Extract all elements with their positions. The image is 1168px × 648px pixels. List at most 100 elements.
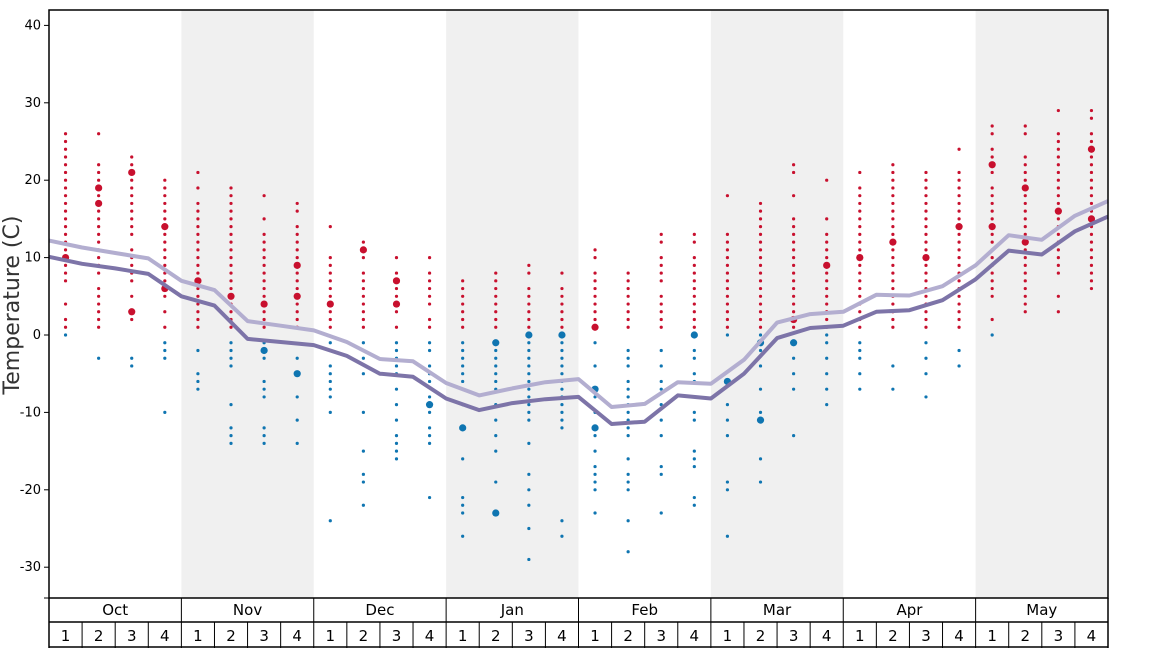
cold-point xyxy=(560,387,564,391)
cold-point xyxy=(461,348,465,353)
warm-point xyxy=(427,271,432,275)
warm-point xyxy=(758,256,763,260)
cold-point xyxy=(725,333,730,337)
warm-point xyxy=(494,302,498,306)
warm-point xyxy=(957,178,961,182)
cold-point xyxy=(527,395,531,399)
warm-point xyxy=(361,317,365,322)
cold-point-large xyxy=(492,509,500,517)
warm-point xyxy=(1089,139,1094,144)
warm-point xyxy=(361,271,365,275)
warm-point xyxy=(163,279,167,283)
warm-point xyxy=(196,294,200,298)
warm-point xyxy=(196,271,200,275)
warm-point xyxy=(725,302,730,306)
cold-point xyxy=(560,364,564,368)
warm-point xyxy=(560,302,564,306)
week-label: 1 xyxy=(987,627,997,645)
warm-point xyxy=(725,294,730,298)
warm-point xyxy=(659,232,663,236)
warm-point xyxy=(1056,139,1060,144)
cold-point xyxy=(394,403,399,407)
warm-point xyxy=(229,248,233,252)
warm-point xyxy=(858,186,862,190)
warm-point xyxy=(229,225,233,229)
warm-point xyxy=(692,279,696,283)
warm-point-large xyxy=(227,292,235,300)
warm-point xyxy=(792,163,796,167)
cold-point xyxy=(328,364,332,368)
cold-point xyxy=(692,356,696,360)
warm-point xyxy=(1023,225,1027,229)
warm-point xyxy=(63,248,68,252)
warm-point xyxy=(725,248,730,252)
warm-point xyxy=(494,317,498,322)
cold-point xyxy=(163,356,167,360)
warm-point-large xyxy=(591,323,599,331)
cold-point xyxy=(527,441,531,445)
cold-point xyxy=(593,511,597,515)
warm-point xyxy=(163,194,167,198)
warm-point xyxy=(1023,170,1027,175)
warm-point xyxy=(1056,263,1060,267)
cold-point xyxy=(361,503,365,507)
cold-point xyxy=(295,441,299,445)
week-label: 2 xyxy=(756,627,766,645)
warm-point xyxy=(825,248,829,252)
warm-point xyxy=(792,232,796,236)
cold-point xyxy=(461,511,465,515)
warm-point xyxy=(659,271,663,275)
warm-point-large xyxy=(194,277,202,285)
cold-point xyxy=(659,434,663,438)
cold-point xyxy=(229,434,233,438)
cold-point xyxy=(924,356,928,360)
warm-point xyxy=(825,217,829,221)
cold-point xyxy=(229,348,233,353)
warm-point xyxy=(1023,132,1027,136)
warm-point xyxy=(1089,279,1094,283)
cold-point xyxy=(130,364,134,368)
warm-point xyxy=(891,232,895,236)
warm-point xyxy=(494,294,498,298)
warm-point xyxy=(1023,194,1027,198)
cold-point xyxy=(527,557,531,562)
y-axis: 40 30 20 10 0 -10 -20 -30 xyxy=(20,18,49,599)
warm-point xyxy=(1023,155,1027,159)
warm-point xyxy=(229,186,233,190)
warm-point xyxy=(560,286,564,291)
warm-point xyxy=(1023,209,1027,213)
warm-point xyxy=(328,286,332,291)
warm-point xyxy=(725,256,730,260)
warm-point xyxy=(758,248,763,252)
cold-point xyxy=(361,356,365,360)
cold-point xyxy=(792,356,796,360)
warm-point xyxy=(1056,178,1060,182)
cold-point xyxy=(427,441,432,445)
warm-point xyxy=(825,317,829,322)
cold-point xyxy=(626,348,630,353)
warm-point xyxy=(1089,256,1094,260)
warm-point xyxy=(394,294,399,298)
warm-point xyxy=(858,240,862,244)
warm-point xyxy=(891,170,895,175)
warm-point xyxy=(957,263,961,267)
cold-point xyxy=(262,395,266,399)
warm-point xyxy=(957,317,961,322)
warm-point xyxy=(361,256,365,260)
warm-point xyxy=(858,294,862,298)
warm-point xyxy=(957,217,961,221)
cold-point xyxy=(560,348,564,353)
warm-point xyxy=(990,317,994,322)
cold-point xyxy=(792,434,796,438)
warm-point xyxy=(295,271,299,275)
warm-point xyxy=(1023,286,1027,291)
warm-point xyxy=(891,186,895,190)
y-tick-label: 40 xyxy=(24,18,41,33)
warm-point xyxy=(262,240,266,244)
warm-point xyxy=(825,286,829,291)
warm-point xyxy=(891,209,895,213)
cold-point xyxy=(262,441,266,445)
warm-point xyxy=(792,225,796,229)
cold-point xyxy=(461,364,465,368)
warm-point xyxy=(63,209,68,213)
